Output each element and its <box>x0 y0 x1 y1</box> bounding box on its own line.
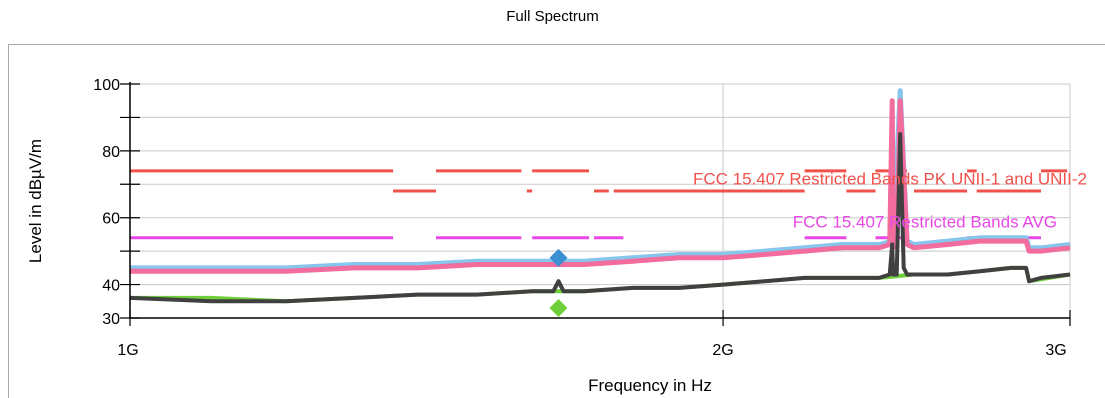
series-line-peak-max <box>130 88 1071 271</box>
series-line-peak <box>130 98 1071 274</box>
limit-label-pk: FCC 15.407 Restricted Bands PK UNII-1 an… <box>693 169 1087 188</box>
y-tick-label: 60 <box>102 211 120 228</box>
chart-title: Full Spectrum <box>506 8 599 25</box>
labels: 30 40 60 80 100 1G 2G 3G Frequency in Hz Level in… <box>26 77 1087 395</box>
x-tick-label: 1G <box>117 342 138 359</box>
y-axis-label: Level in dBµV/m <box>26 139 45 263</box>
y-tick-label: 30 <box>102 311 120 328</box>
x-tick-label: 3G <box>1045 342 1066 359</box>
y-tick-label: 100 <box>93 77 120 94</box>
marker-diamond[interactable] <box>549 248 568 267</box>
x-tick-label: 2G <box>712 342 733 359</box>
axes <box>120 82 1071 326</box>
markers <box>549 248 568 317</box>
chart-frame <box>8 44 1105 398</box>
limit-label-avg: FCC 15.407 Restricted Bands AVG <box>793 213 1057 232</box>
y-tick-label: 40 <box>102 278 120 295</box>
series-lines <box>129 88 1071 304</box>
y-tick-label: 80 <box>102 144 120 161</box>
series-line-average <box>129 132 1071 304</box>
marker-diamond[interactable] <box>549 298 568 317</box>
grid <box>130 83 1071 318</box>
x-axis-label: Frequency in Hz <box>588 376 712 395</box>
